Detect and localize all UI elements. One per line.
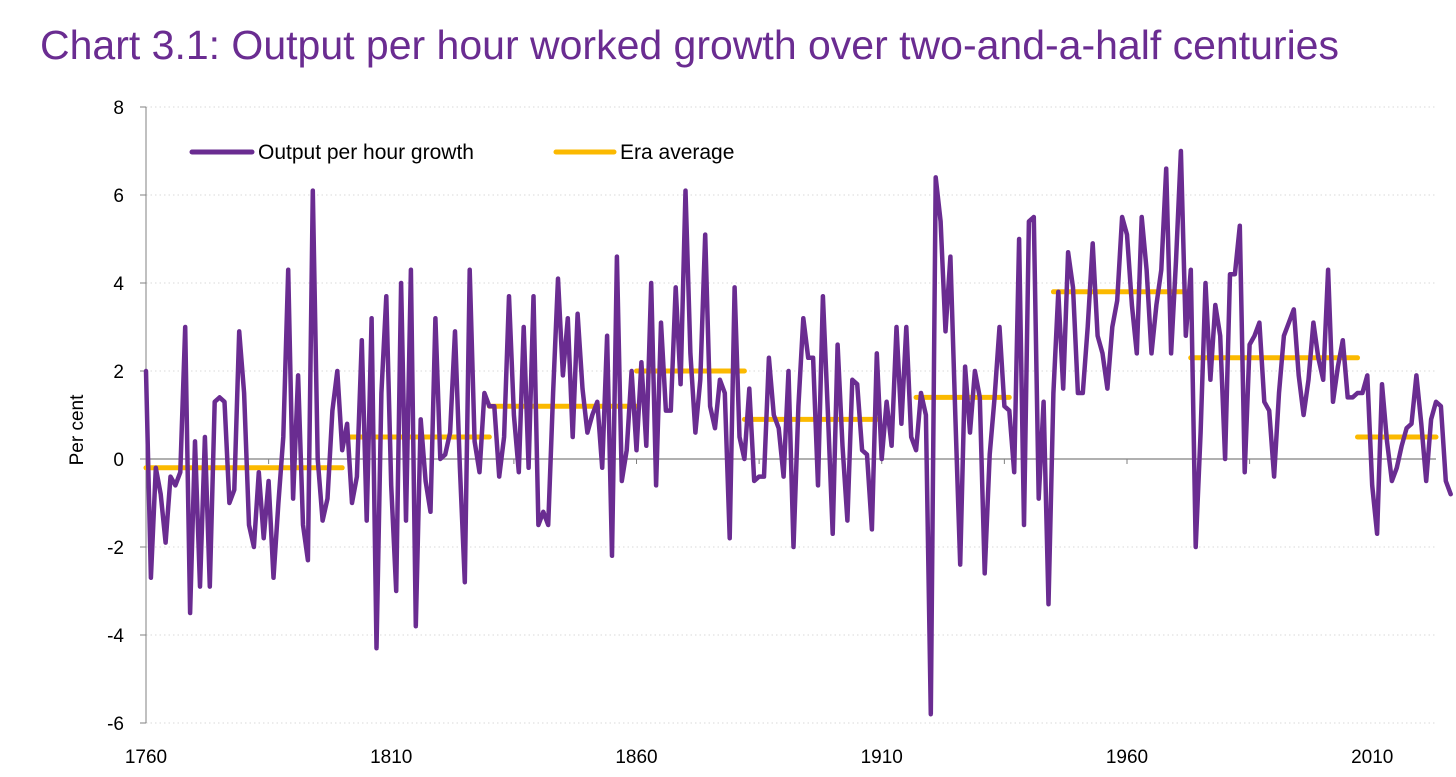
legend-label-output: Output per hour growth [258,141,474,164]
y-tick-label: 6 [113,186,124,207]
x-tick-label: 1910 [861,747,903,768]
x-tick-label: 1810 [370,747,412,768]
y-axis-title: Per cent [67,394,88,465]
y-tick-label: 2 [113,362,124,383]
y-tick-label: -6 [107,714,124,735]
y-tick-label: 4 [113,274,124,295]
x-tick-label: 1760 [125,747,167,768]
legend: Output per hour growth Era average [189,141,734,164]
output-per-hour-line [143,148,1453,717]
y-tick-label: -4 [107,626,124,647]
output-per-hour-series [143,148,1453,717]
gridlines [146,106,1436,724]
y-tick-label: 8 [113,98,124,119]
legend-label-average: Era average [620,141,734,164]
x-tick-label: 1860 [615,747,657,768]
x-tick-label: 2010 [1351,747,1393,768]
x-tick-label: 1960 [1106,747,1148,768]
chart-title: Chart 3.1: Output per hour worked growth… [40,22,1339,68]
y-tick-label: -2 [107,538,124,559]
y-tick-label: 0 [113,450,124,471]
